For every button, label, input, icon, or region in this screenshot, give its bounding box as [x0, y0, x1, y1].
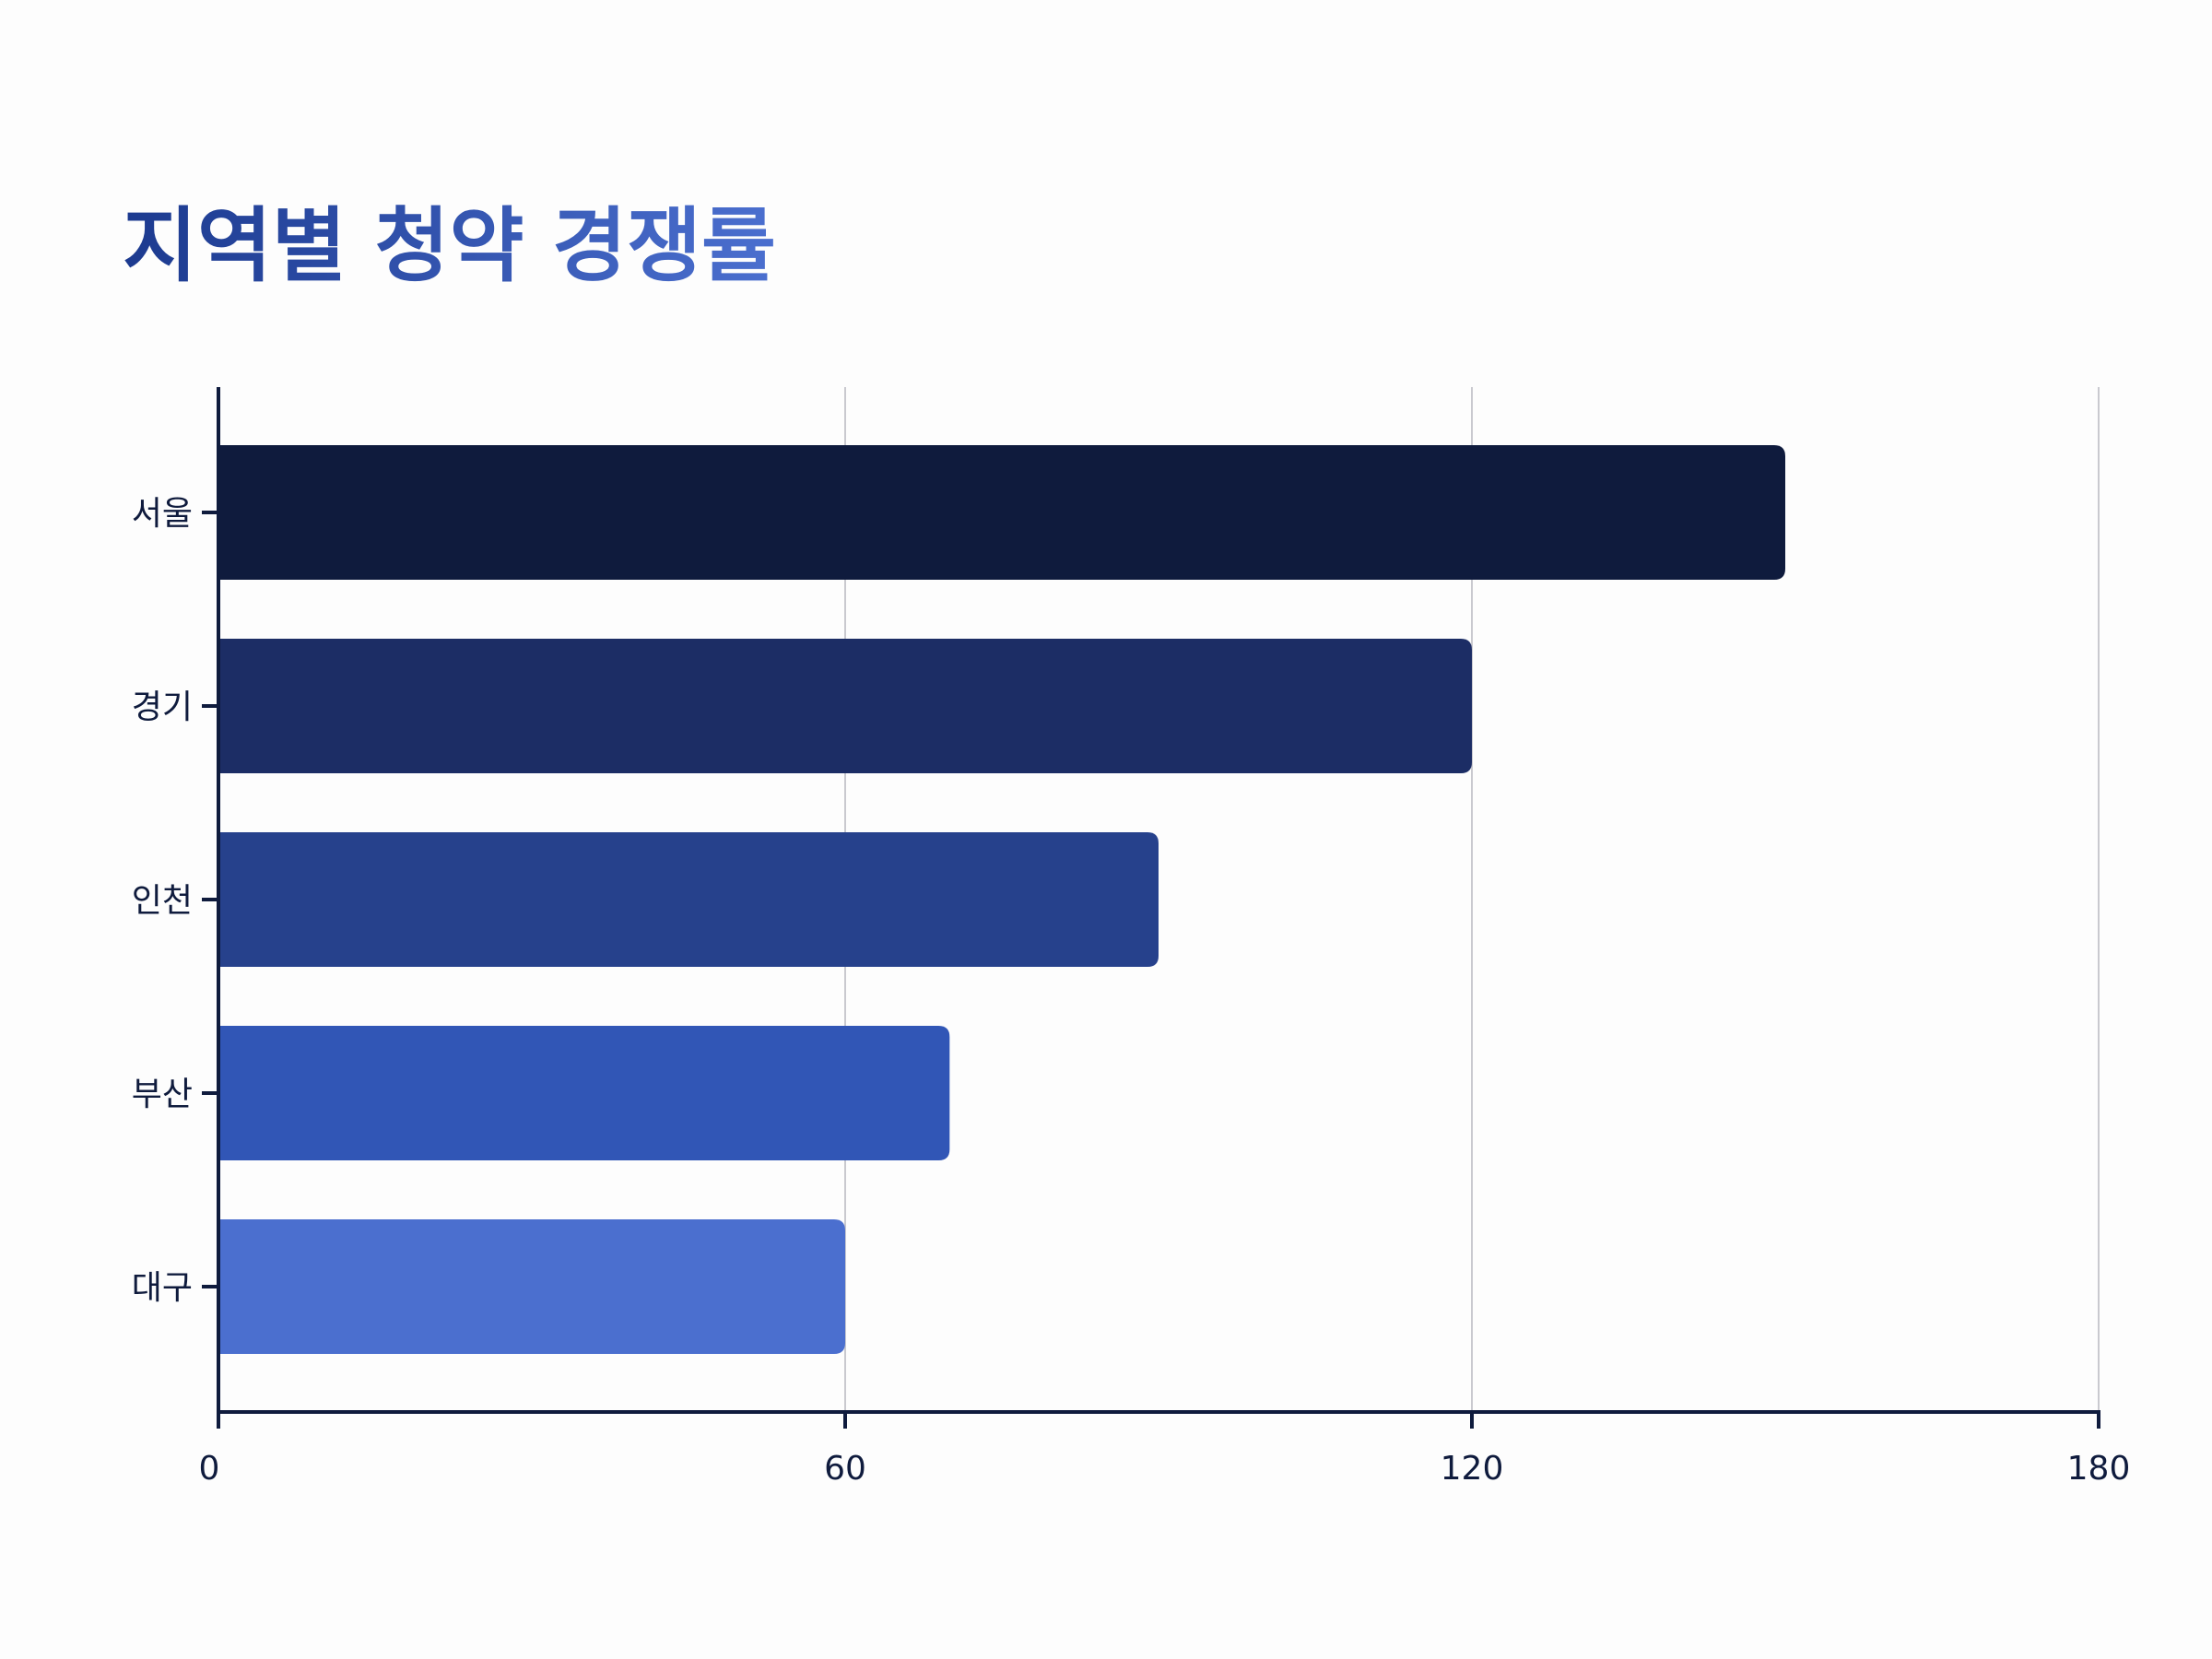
x-tick-label-3: 180	[2067, 1450, 2131, 1488]
bar-1	[218, 639, 1472, 773]
bar-3	[218, 1026, 950, 1160]
category-label-1: 경기	[132, 688, 193, 726]
bar-4	[218, 1219, 845, 1354]
x-tick-label-0: 0	[199, 1450, 220, 1488]
category-label-3: 부산	[132, 1076, 193, 1113]
category-label-0: 서울	[132, 495, 193, 533]
chart-title: 지역별 청약 경쟁률	[123, 198, 776, 293]
axes	[202, 387, 2100, 1429]
bars	[218, 445, 1785, 1354]
category-label-4: 대구	[132, 1269, 193, 1307]
bar-0	[218, 445, 1785, 580]
x-tick-label-2: 120	[1441, 1450, 1504, 1488]
bar-2	[218, 832, 1159, 967]
x-tick-label-1: 60	[824, 1450, 866, 1488]
category-label-2: 인천	[132, 882, 193, 920]
